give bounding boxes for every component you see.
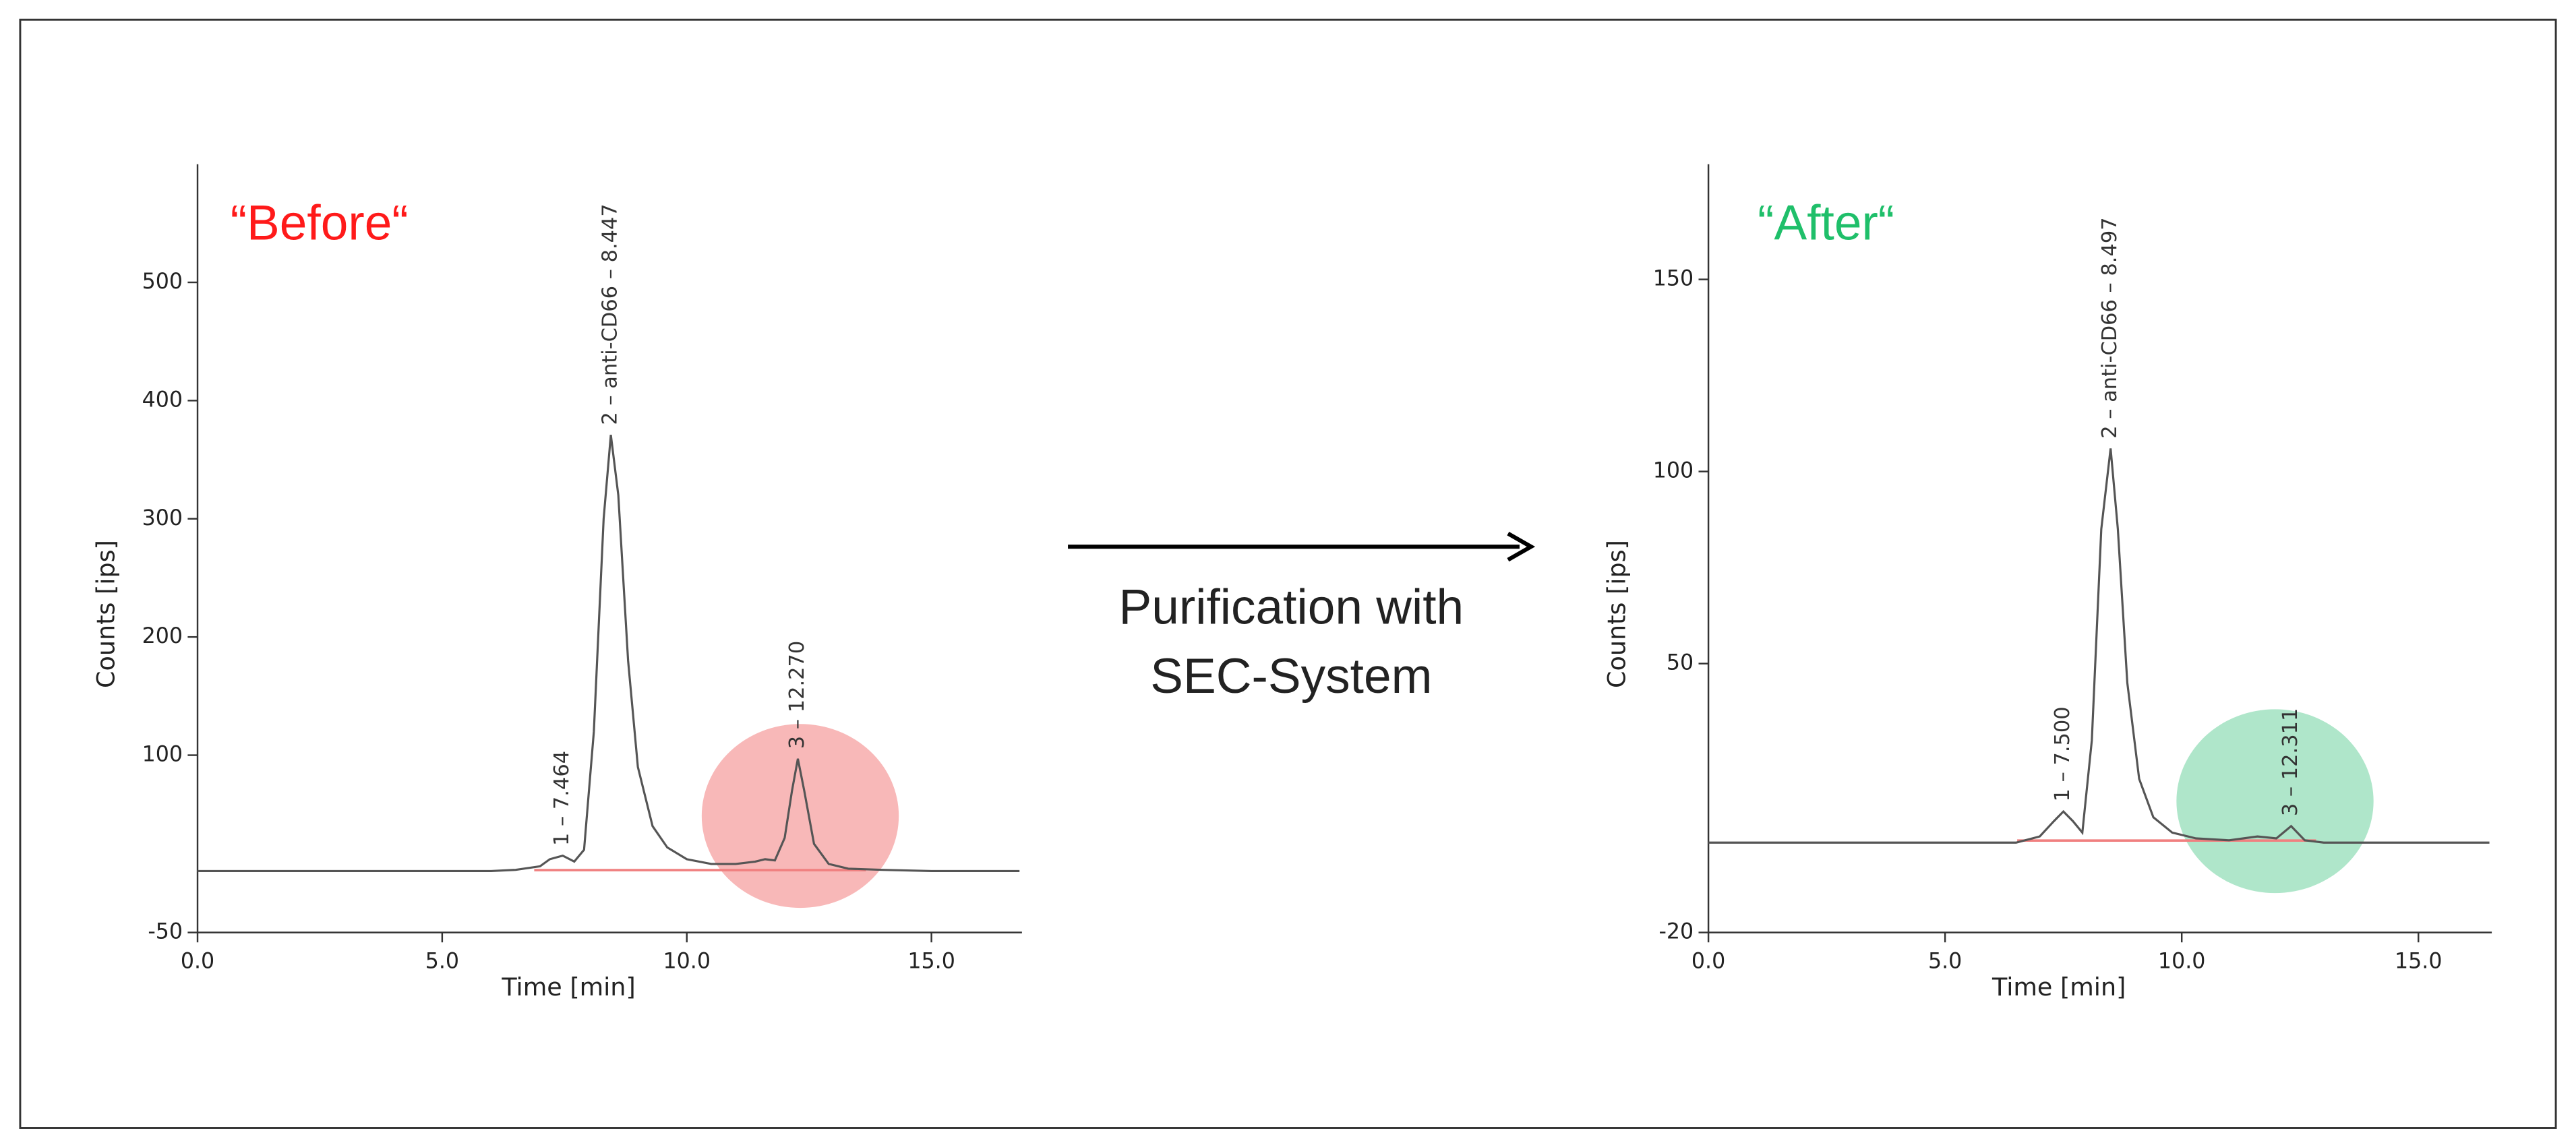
y-tick-label: 150 — [1653, 267, 1694, 291]
y-axis-title: Counts [ips] — [1602, 540, 1631, 688]
y-tick-label: 300 — [142, 506, 183, 530]
panel-title: “After“ — [1758, 195, 1894, 250]
x-tick-label: 15.0 — [907, 949, 955, 973]
x-tick-label: 5.0 — [425, 949, 459, 973]
arrow-label: Purification with — [1119, 580, 1464, 634]
y-tick-label: 100 — [1653, 459, 1694, 483]
arrow-label: SEC-System — [1150, 649, 1432, 704]
peak-label: 1 – 7.500 — [2051, 706, 2074, 801]
y-tick-label: 50 — [1667, 651, 1694, 675]
y-tick-label: 400 — [142, 388, 183, 412]
y-tick-label: 500 — [142, 270, 183, 294]
highlight-circle — [2176, 709, 2374, 894]
y-tick-label: -50 — [148, 920, 183, 944]
chromatogram-line — [1708, 448, 2490, 844]
arrow-head — [1507, 532, 1536, 562]
peak-label: 3 – 12.270 — [785, 641, 809, 749]
y-axis-title: Counts [ips] — [92, 540, 121, 688]
x-tick-label: 10.0 — [2158, 949, 2206, 973]
x-tick-label: 10.0 — [663, 949, 710, 973]
x-tick-label: 0.0 — [181, 949, 214, 973]
frame — [19, 18, 2557, 1129]
x-tick-label: 15.0 — [2395, 949, 2443, 973]
x-axis-title: Time [min] — [1991, 973, 2126, 1001]
panel-title: “Before“ — [231, 195, 409, 250]
x-axis-title: Time [min] — [501, 973, 635, 1001]
peak-label: 3 – 12.311 — [2279, 708, 2302, 816]
chromatogram-line — [198, 435, 1020, 873]
y-tick-label: -20 — [1658, 920, 1694, 944]
x-tick-label: 5.0 — [1928, 949, 1962, 973]
peak-label: 1 – 7.464 — [550, 751, 574, 846]
x-tick-label: 0.0 — [1691, 949, 1725, 973]
y-tick-label: 200 — [142, 624, 183, 648]
peak-label: 2 – anti-CD66 – 8.447 — [599, 204, 622, 425]
y-tick-label: 100 — [142, 743, 183, 767]
peak-label: 2 – anti-CD66 – 8.497 — [2098, 217, 2122, 438]
highlight-circle — [701, 724, 899, 908]
